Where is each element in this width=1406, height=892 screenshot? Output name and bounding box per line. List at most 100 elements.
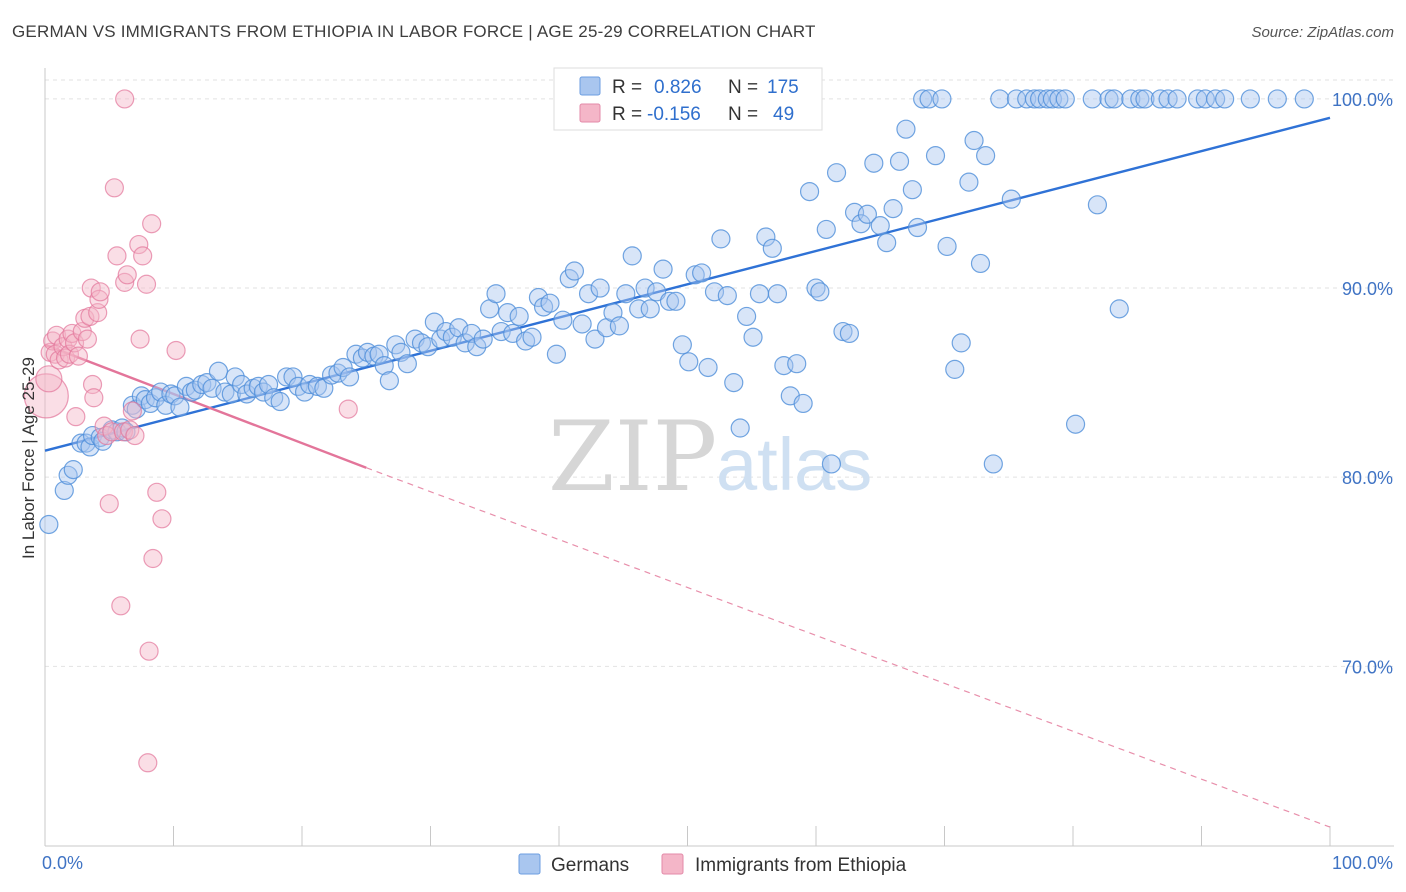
point-germans (225, 367, 245, 387)
point-germans (945, 359, 965, 379)
point-ethiopia (125, 425, 145, 446)
point-germans (622, 246, 642, 266)
point-ethiopia (166, 340, 186, 361)
point-germans (1215, 89, 1235, 109)
point-germans (1065, 414, 1086, 434)
point-germans (756, 227, 776, 247)
point-ethiopia (46, 325, 67, 345)
point-germans (39, 514, 59, 535)
legend-r-value: -0.156 (647, 104, 701, 125)
point-germans (590, 278, 610, 298)
point-germans (1150, 89, 1170, 109)
legend-n-label: N = (728, 77, 758, 98)
point-germans (806, 278, 826, 298)
point-germans (990, 89, 1010, 109)
y-tick-label: 70.0% (1342, 657, 1393, 677)
point-germans (546, 344, 567, 364)
point-germans (717, 286, 737, 306)
point-germans (907, 217, 928, 238)
point-ethiopia (115, 89, 135, 109)
point-germans (640, 299, 660, 319)
point-germans (666, 291, 686, 311)
series-label-germans: Germans (551, 855, 629, 876)
watermark-zip: ZIP (548, 401, 717, 513)
legend-n-value: 49 (773, 104, 794, 125)
point-germans (883, 199, 903, 219)
legend-swatch-ethiopia (579, 103, 601, 123)
point-ethiopia (117, 265, 137, 285)
point-germans (925, 146, 946, 166)
point-germans (762, 238, 782, 258)
point-germans (522, 327, 542, 347)
point-ethiopia (35, 365, 63, 393)
y-tick-label: 100.0% (1332, 90, 1393, 110)
series-label-ethiopia: Immigrants from Ethiopia (695, 855, 907, 876)
point-germans (553, 310, 573, 330)
point-ethiopia (138, 753, 158, 773)
point-germans (793, 393, 813, 414)
point-germans (509, 306, 529, 327)
point-germans (647, 282, 667, 302)
point-germans (1195, 89, 1215, 109)
point-germans (672, 335, 692, 355)
point-germans (1055, 89, 1075, 109)
point-germans (767, 284, 788, 304)
point-germans (145, 388, 166, 408)
point-ethiopia (142, 214, 162, 234)
point-germans (270, 391, 290, 412)
point-ethiopia (89, 289, 109, 309)
point-germans (391, 342, 411, 362)
point-germans (208, 361, 229, 381)
point-ethiopia (133, 246, 153, 266)
point-ethiopia (68, 346, 89, 366)
point-germans (170, 397, 190, 417)
point-ethiopia (84, 388, 104, 408)
point-germans (578, 284, 599, 304)
point-germans (1001, 189, 1021, 209)
point-germans (749, 284, 770, 304)
point-germans (197, 373, 217, 393)
point-germans (232, 374, 252, 395)
point-germans (1240, 89, 1260, 109)
point-germans (810, 282, 830, 302)
point-germans (851, 214, 871, 234)
legend-r-label: R = (612, 104, 642, 125)
point-germans (730, 418, 750, 438)
legend-n-label: N = (728, 104, 758, 125)
point-germans (1099, 89, 1119, 109)
point-germans (76, 433, 96, 453)
point-germans (870, 216, 890, 236)
grid-lines (45, 79, 1394, 667)
point-germans (959, 172, 979, 192)
point-germans (711, 229, 731, 249)
point-germans (498, 303, 518, 323)
point-germans (635, 278, 655, 298)
point-germans (913, 89, 933, 109)
point-ethiopia (338, 399, 358, 419)
point-germans (896, 119, 916, 139)
point-germans (932, 89, 952, 109)
legend-swatch-germans (579, 76, 601, 96)
point-germans (826, 163, 847, 183)
point-germans (692, 263, 712, 283)
point-germans (970, 253, 991, 274)
point-germans (467, 337, 487, 357)
point-germans (679, 352, 699, 372)
point-germans (379, 371, 399, 391)
point-germans (63, 460, 83, 480)
point-germans (616, 284, 636, 304)
series-legend: Germans Immigrants from Ethiopia (518, 853, 907, 876)
point-germans (704, 282, 725, 302)
point-germans (374, 355, 394, 376)
point-germans (877, 233, 897, 253)
point-germans (951, 333, 971, 353)
point-germans (724, 373, 744, 393)
point-ethiopia (99, 494, 119, 514)
point-ethiopia (152, 509, 172, 529)
point-germans (1049, 89, 1069, 109)
point-ethiopia (130, 329, 150, 349)
point-germans (339, 367, 360, 387)
point-germans (983, 454, 1003, 474)
point-ethiopia (129, 234, 149, 255)
